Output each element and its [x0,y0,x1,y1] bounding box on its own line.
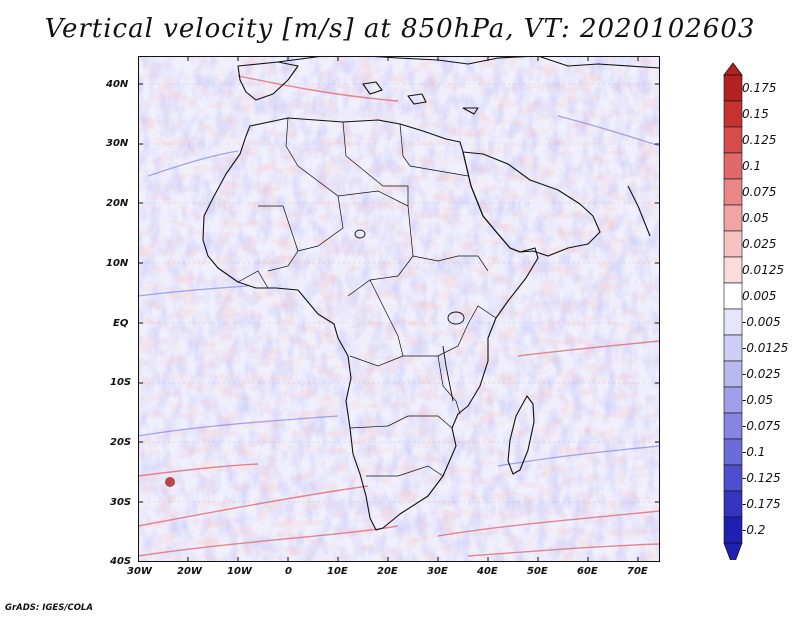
colorbar-swatch [723,230,743,258]
colorbar-swatch [723,308,743,336]
colorbar-swatch [723,360,743,388]
grads-credit: GrADS: IGES/COLA [5,603,93,613]
lat-label-40s: 40S [110,556,132,567]
lat-label-20n: 20N [106,198,129,209]
colorbar-swatch [723,412,743,440]
colorbar-swatch [723,282,743,310]
lake-victoria [447,311,465,325]
colorbar-label: -0.175 [742,497,781,511]
colorbar-label: 0.025 [742,237,777,251]
map-plot [138,56,660,562]
colorbar-swatch [723,256,743,284]
colorbar-label: -0.075 [742,419,781,433]
colorbar-swatch [723,386,743,414]
lon-label-70e: 70E [627,566,648,577]
lon-label-10w: 10W [227,566,252,577]
axis-ticks [138,56,660,562]
colorbar-label: -0.2 [742,523,766,537]
strong-ascent-cell [165,477,175,487]
map-title: Vertical velocity [m/s] at 850hPa, VT: 2… [44,14,756,44]
ascending-motion-field [138,56,660,562]
colorbar-label: -0.005 [742,315,781,329]
colorbar [723,62,743,560]
iberia-coast [237,61,299,101]
lon-label-60e: 60E [577,566,598,577]
lon-label-10e: 10E [327,566,348,577]
colorbar-top-arrow [723,62,743,76]
colorbar-swatch [723,490,743,518]
colorbar-swatch [723,74,743,102]
arabian-peninsula-coast [462,151,601,257]
lat-label-20s: 20S [110,437,132,448]
lon-label-40e: 40E [477,566,498,577]
colorbar-swatch [723,100,743,128]
blue-streaks [138,115,660,467]
country-borders [237,117,497,477]
lat-label-40n: 40N [106,79,129,90]
europe-coast [277,56,660,69]
colorbar-swatch [723,516,743,544]
colorbar-swatch [723,152,743,180]
mediterranean-islands [362,81,479,115]
lat-label-10s: 10S [110,377,132,388]
colorbar-swatch [723,464,743,492]
colorbar-swatch [723,204,743,232]
lon-label-20e: 20E [377,566,398,577]
lon-label-50e: 50E [527,566,548,577]
lake-tanganyika-malawi [442,345,454,402]
red-streaks [138,75,660,557]
colorbar-label: -0.025 [742,367,781,381]
lake-chad [354,229,366,239]
india-coast [627,185,651,237]
colorbar-bottom-arrow [723,542,743,560]
graticule [138,83,660,503]
colorbar-label: 0.175 [742,81,777,95]
colorbar-swatch [723,178,743,206]
colorbar-label: 0.05 [742,211,769,225]
colorbar-label: 0.0125 [742,263,784,277]
lon-label-30e: 30E [427,566,448,577]
colorbar-swatch [723,126,743,154]
colorbar-label: 0.125 [742,133,777,147]
lat-label-eq: EQ [113,318,129,329]
colorbar-label: 0.1 [742,159,762,173]
colorbar-label: -0.125 [742,471,781,485]
colorbar-label: -0.05 [742,393,774,407]
lon-label-30w: 30W [127,566,152,577]
colorbar-label: 0.005 [742,289,777,303]
lat-label-30n: 30N [106,138,129,149]
colorbar-label: -0.1 [742,445,766,459]
map-frame [138,56,660,562]
colorbar-label: 0.075 [742,185,777,199]
lon-label-0: 0 [285,566,292,577]
colorbar-label: -0.0125 [742,341,789,355]
lat-label-10n: 10N [106,258,129,269]
lat-label-30s: 30S [110,497,132,508]
colorbar-swatch [723,334,743,362]
lon-label-20w: 20W [177,566,202,577]
madagascar-coast [507,395,535,475]
colorbar-label: 0.15 [742,107,769,121]
colorbar-swatch [723,438,743,466]
